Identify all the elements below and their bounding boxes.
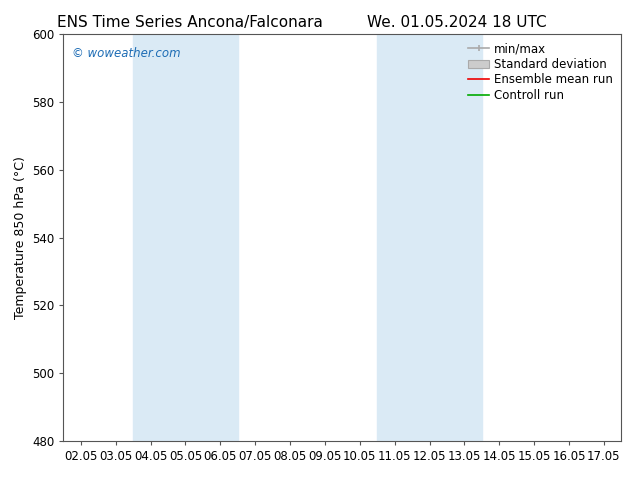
Text: We. 01.05.2024 18 UTC: We. 01.05.2024 18 UTC [366, 15, 547, 30]
Y-axis label: Temperature 850 hPa (°C): Temperature 850 hPa (°C) [13, 156, 27, 319]
Bar [377, 34, 482, 441]
Text: ENS Time Series Ancona/Falconara: ENS Time Series Ancona/Falconara [57, 15, 323, 30]
Bar [133, 34, 238, 441]
Text: © woweather.com: © woweather.com [72, 47, 181, 59]
Legend: min/max, Standard deviation, Ensemble mean run, Controll run: min/max, Standard deviation, Ensemble me… [466, 40, 616, 104]
